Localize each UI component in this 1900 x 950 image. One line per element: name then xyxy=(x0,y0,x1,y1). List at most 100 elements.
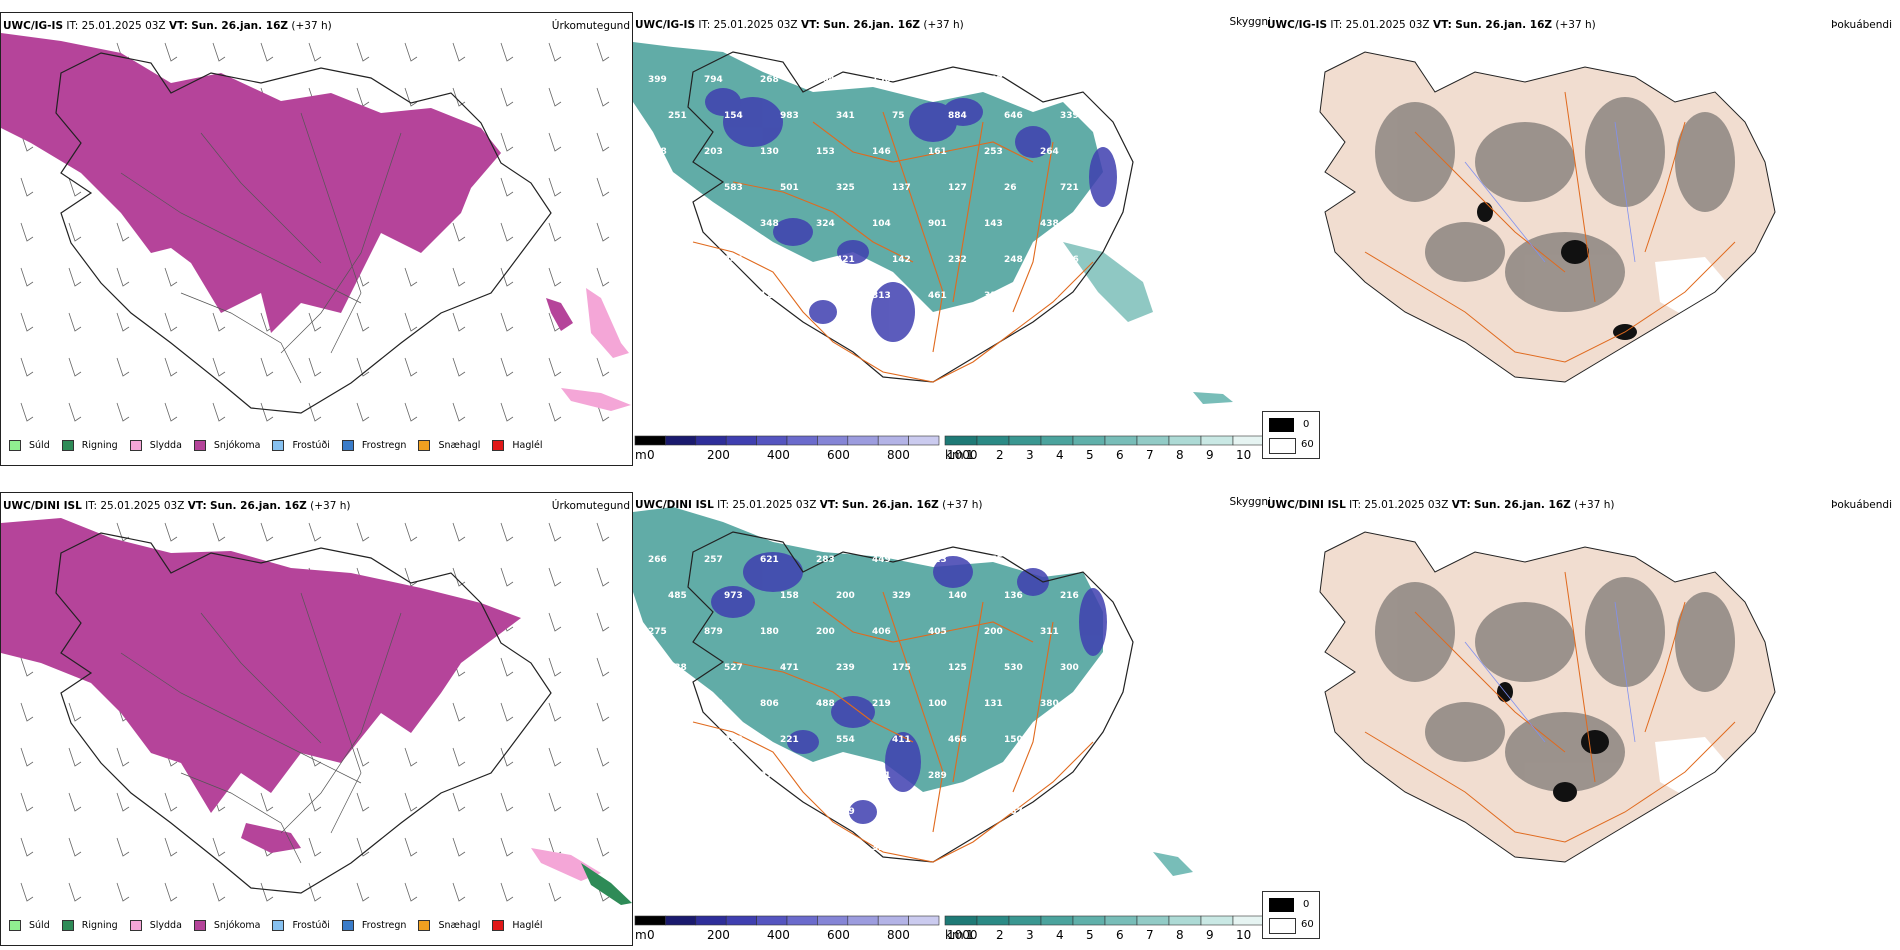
visibility-scale-cell xyxy=(1200,435,1234,446)
wind-barb xyxy=(452,222,466,242)
legend-item-4: Frostúði xyxy=(272,440,330,451)
vt-value: Sun. 26.jan. 16Z xyxy=(823,19,921,31)
cloud-base-value: 471 xyxy=(780,663,799,673)
cloud-base-value: 307 xyxy=(648,219,667,229)
cloud-base-value: 86 xyxy=(724,327,737,337)
cloud-base-tick: 200 xyxy=(707,928,730,942)
model-name: UWC/IG-IS xyxy=(3,20,64,32)
wind-barb xyxy=(404,312,418,332)
wind-barb xyxy=(548,747,562,767)
cloud-base-scale-cell xyxy=(665,435,697,446)
visibility-tick: 6 xyxy=(1116,928,1124,942)
cloud-base-tick: 600 xyxy=(827,448,850,462)
wind-barb xyxy=(68,357,82,377)
visibility-tick: 5 xyxy=(1086,928,1094,942)
cloud-base-value: 300 xyxy=(1060,663,1079,673)
cloud-base-value: 466 xyxy=(948,735,967,745)
visibility-tick: 5 xyxy=(1086,448,1094,462)
precip-header-bottom: UWC/DINI ISL IT: 25.01.2025 03Z VT: Sun.… xyxy=(3,500,351,512)
wind-barb xyxy=(164,357,178,377)
wind-barb xyxy=(164,267,178,287)
lead-time: (+37 h) xyxy=(291,20,332,32)
wind-barb xyxy=(404,792,418,812)
wind-barb xyxy=(20,837,34,857)
cloud-base-value: 233 xyxy=(724,735,743,745)
wind-barb xyxy=(116,792,130,812)
lead-time: (+37 h) xyxy=(1555,19,1596,31)
wind-barb xyxy=(452,567,466,587)
wind-barb xyxy=(20,312,34,332)
legend-item-5: Frostregn xyxy=(341,440,406,451)
legend-label: Snjókoma xyxy=(213,920,261,931)
cloud-base-value: 146 xyxy=(872,147,891,157)
wind-barb xyxy=(308,837,322,857)
legend-swatch xyxy=(272,920,285,931)
roads-vis-bottom xyxy=(692,591,1094,863)
legend-swatch xyxy=(272,440,285,451)
cloud-base-labels-bottom: 266 257 621 283 449 823 975 405 485 973 158 200 329 1… xyxy=(648,555,1079,853)
wind-barb xyxy=(452,267,466,287)
cloud-base-value: 275 xyxy=(648,627,667,637)
sleet-area-top xyxy=(586,288,629,358)
legend-label: Rigning xyxy=(81,440,118,451)
precip-map-bottom xyxy=(1,518,632,905)
visibility-scale-cell xyxy=(1136,915,1170,926)
cloud-base-tick: 1000 xyxy=(947,448,978,462)
model-name: UWC/IG-IS xyxy=(1267,19,1328,31)
wind-barb xyxy=(548,312,562,332)
visibility-ticks-top: 1 2 3 4 5 6 7 8 9 10 xyxy=(633,448,1273,464)
wind-barb xyxy=(500,87,514,107)
fog-tick-high: 60 xyxy=(1301,439,1314,450)
cloud-base-scale-cell xyxy=(908,435,940,446)
cloud-base-tick: 800 xyxy=(887,448,910,462)
cloud-base-value: 352 xyxy=(948,807,967,817)
cloud-base-value: 583 xyxy=(724,183,743,193)
cloud-base-value: 879 xyxy=(704,627,723,637)
legend-item-3: Snjókoma xyxy=(193,920,261,931)
cloud-base-value: 554 xyxy=(836,735,855,745)
legend-label: Frostúði xyxy=(292,440,330,451)
cloud-base-value: 80 xyxy=(836,327,849,337)
wind-barb xyxy=(164,522,178,542)
cloud-base-value: 973 xyxy=(724,591,743,601)
wind-barb xyxy=(164,882,178,902)
fog-legend-bottom: 0 60 xyxy=(1262,891,1320,939)
fog-dark-spots-top xyxy=(1477,202,1637,340)
wind-barb xyxy=(356,402,370,422)
wind-barb xyxy=(308,357,322,377)
fog-panel-top: UWC/IG-IS IT: 25.01.2025 03Z VT: Sun. 26… xyxy=(1265,12,1900,464)
visibility-tick: 6 xyxy=(1116,448,1124,462)
fog-header-bottom: UWC/DINI ISL IT: 25.01.2025 03Z VT: Sun.… xyxy=(1267,499,1615,511)
legend-label: Súld xyxy=(29,440,50,451)
visibility-tick: 10 xyxy=(1236,928,1252,942)
cloud-base-value: 174 xyxy=(668,807,687,817)
wind-barb xyxy=(308,792,322,812)
cloud-base-value: 324 xyxy=(872,843,891,853)
it-label: IT: xyxy=(1349,499,1362,511)
wind-barb xyxy=(404,87,418,107)
cloud-base-scale-cell xyxy=(817,435,849,446)
cloud-base-value: 200 xyxy=(836,591,855,601)
visibility-scale-cell xyxy=(944,915,978,926)
cloud-base-scale-cell xyxy=(786,435,818,446)
wind-barb xyxy=(500,882,514,902)
cloud-base-value: 449 xyxy=(872,555,891,565)
legend-item-3: Snjókoma xyxy=(193,440,260,451)
wind-barb xyxy=(68,177,82,197)
cloud-base-value: 279 xyxy=(816,843,835,853)
cloud-base-value: 99 xyxy=(724,807,737,817)
it-value: 25.01.2025 03Z xyxy=(713,19,798,31)
wind-barb xyxy=(164,402,178,422)
wind-barb xyxy=(20,747,34,767)
fog-outline-top xyxy=(1319,51,1776,383)
legend-swatch xyxy=(341,440,354,451)
cloud-base-scale-cell xyxy=(756,915,788,926)
legend-swatch xyxy=(492,440,505,451)
visibility-tick: 9 xyxy=(1206,448,1214,462)
cloud-base-value: 975 xyxy=(984,555,1003,565)
cloud-base-ticks-top: 0 200 400 600 800 1000 xyxy=(633,448,1273,464)
legend-swatch xyxy=(129,440,142,451)
cloud-base-scale-cell xyxy=(725,915,757,926)
cloud-base-value: 341 xyxy=(836,111,855,121)
cloud-base-scale-cell xyxy=(847,915,879,926)
